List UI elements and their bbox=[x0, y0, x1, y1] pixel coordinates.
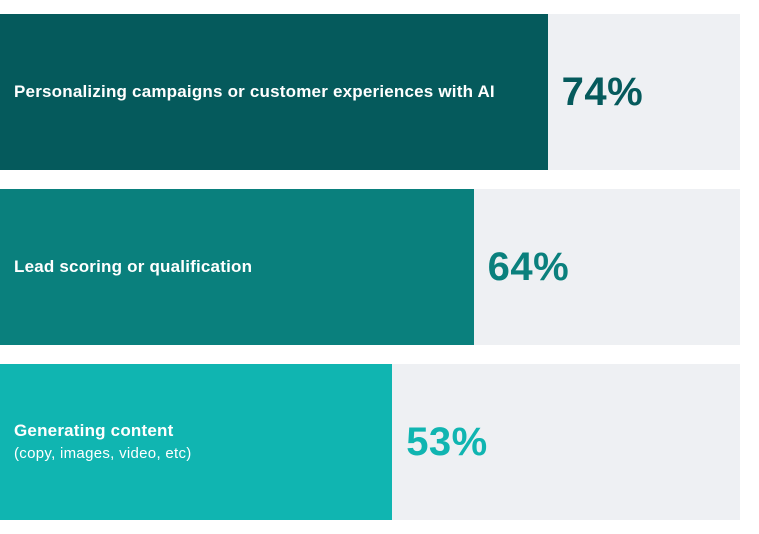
bar-track: Generating content (copy, images, video,… bbox=[0, 364, 740, 520]
bar-value-label: 53% bbox=[406, 419, 488, 464]
bar-chart: Personalizing campaigns or customer expe… bbox=[0, 14, 740, 520]
bar-track: Personalizing campaigns or customer expe… bbox=[0, 14, 740, 170]
bar-value-label: 64% bbox=[487, 244, 570, 289]
bar-segment: Personalizing campaigns or customer expe… bbox=[0, 14, 548, 170]
bar-segment: Generating content (copy, images, video,… bbox=[0, 364, 393, 520]
bar-category-sublabel: (copy, images, video, etc) bbox=[14, 444, 192, 462]
bar-segment: Lead scoring or qualification bbox=[0, 189, 474, 345]
bar-track: Lead scoring or qualification 64% bbox=[0, 189, 740, 345]
bar-value-label: 74% bbox=[561, 69, 644, 114]
bar-category-label: Lead scoring or qualification bbox=[14, 256, 253, 276]
bar-category-label: Generating content bbox=[14, 421, 174, 441]
bar-category-label: Personalizing campaigns or customer expe… bbox=[14, 81, 495, 101]
